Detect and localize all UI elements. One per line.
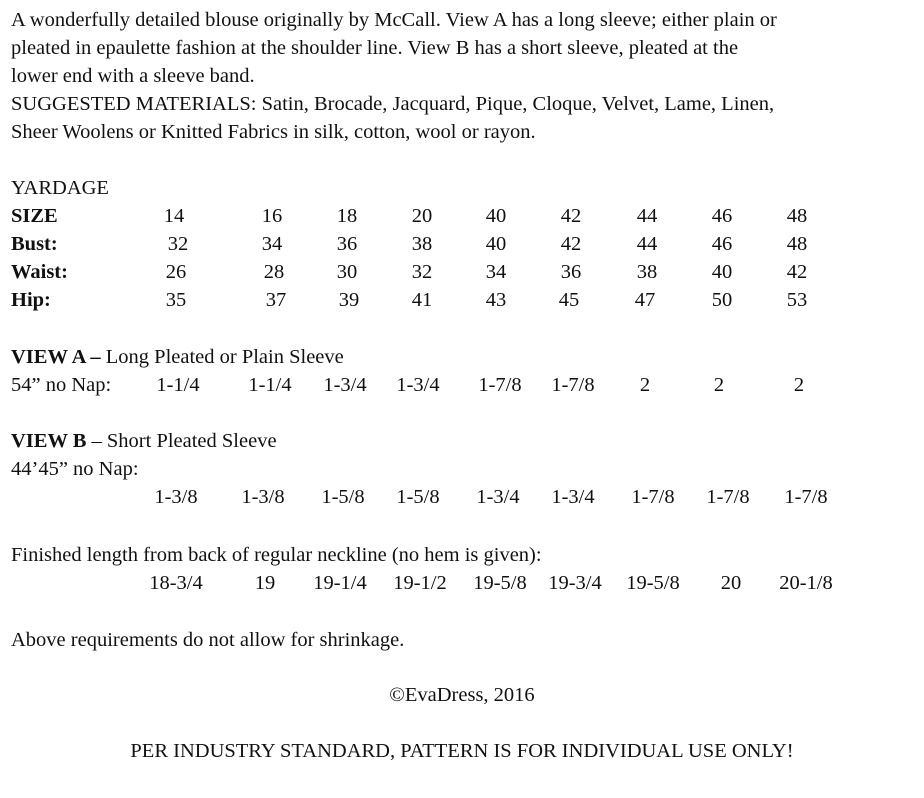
- size-value: 16: [261, 205, 283, 227]
- materials-line-1: SUGGESTED MATERIALS: Satin, Brocade, Jac…: [11, 93, 775, 115]
- view-a-heading: VIEW A – Long Pleated or Plain Sleeve: [11, 343, 344, 371]
- view-b-yardage: 1-7/8: [784, 486, 828, 508]
- view-a-yardage: 1-1/4: [248, 374, 292, 396]
- finished-length-value: 19-5/8: [626, 572, 680, 594]
- view-a-yardage: 2: [793, 374, 805, 396]
- waist-value: 36: [560, 261, 582, 283]
- finished-length-value: 19-3/4: [548, 572, 602, 594]
- view-b-fabric-label: 44’45” no Nap:: [11, 458, 139, 480]
- bust-label: Bust:: [11, 233, 58, 255]
- size-value: 42: [560, 205, 582, 227]
- view-a-yardage: 1-7/8: [551, 374, 595, 396]
- bust-value: 38: [411, 233, 433, 255]
- view-a-description: Long Pleated or Plain Sleeve: [100, 346, 344, 368]
- view-a-yardage: 1-1/4: [156, 374, 200, 396]
- size-label: SIZE: [11, 205, 58, 227]
- hip-value: 43: [485, 289, 507, 311]
- waist-label: Waist:: [11, 261, 68, 283]
- hip-value: 41: [411, 289, 433, 311]
- finished-length-value: 19: [254, 572, 276, 594]
- bust-value: 40: [485, 233, 507, 255]
- view-b-yardage: 1-3/8: [154, 486, 198, 508]
- size-value: 44: [636, 205, 658, 227]
- waist-value: 42: [786, 261, 808, 283]
- view-a-yardage: 2: [713, 374, 725, 396]
- finished-length-value: 19-5/8: [473, 572, 527, 594]
- waist-value: 38: [636, 261, 658, 283]
- bust-value: 48: [786, 233, 808, 255]
- waist-value: 34: [485, 261, 507, 283]
- view-b-description: – Short Pleated Sleeve: [86, 430, 277, 452]
- view-b-yardage: 1-7/8: [706, 486, 750, 508]
- yardage-heading: YARDAGE: [11, 177, 109, 199]
- size-value: 46: [711, 205, 733, 227]
- view-a-yardage: 1-7/8: [478, 374, 522, 396]
- copyright: ©EvaDress, 2016: [389, 684, 535, 706]
- finished-length-label: Finished length from back of regular nec…: [11, 544, 542, 566]
- intro-line-1: A wonderfully detailed blouse originally…: [11, 9, 777, 31]
- hip-value: 37: [265, 289, 287, 311]
- view-a-yardage: 2: [639, 374, 651, 396]
- hip-value: 53: [786, 289, 808, 311]
- waist-value: 28: [263, 261, 285, 283]
- size-value: 20: [411, 205, 433, 227]
- view-b-yardage: 1-3/4: [476, 486, 520, 508]
- bust-value: 46: [711, 233, 733, 255]
- view-b-yardage: 1-3/4: [551, 486, 595, 508]
- view-b-heading: VIEW B – Short Pleated Sleeve: [11, 427, 277, 455]
- view-b-yardage: 1-5/8: [321, 486, 365, 508]
- view-b-title: VIEW B: [11, 430, 87, 452]
- size-value: 18: [336, 205, 358, 227]
- finished-length-value: 20: [720, 572, 742, 594]
- view-b-yardage: 1-5/8: [396, 486, 440, 508]
- waist-value: 32: [411, 261, 433, 283]
- view-a-title: VIEW A –: [11, 346, 101, 368]
- finished-length-value: 19-1/4: [313, 572, 367, 594]
- waist-value: 40: [711, 261, 733, 283]
- waist-value: 30: [336, 261, 358, 283]
- hip-value: 39: [338, 289, 360, 311]
- materials-line-2: Sheer Woolens or Knitted Fabrics in silk…: [11, 121, 536, 143]
- hip-label: Hip:: [11, 289, 51, 311]
- finished-length-value: 19-1/2: [393, 572, 447, 594]
- view-a-fabric-label: 54” no Nap:: [11, 374, 112, 396]
- intro-line-3: lower end with a sleeve band.: [11, 65, 255, 87]
- bust-value: 32: [167, 233, 189, 255]
- view-a-yardage: 1-3/4: [323, 374, 367, 396]
- bust-value: 34: [261, 233, 283, 255]
- view-a-yardage: 1-3/4: [396, 374, 440, 396]
- view-b-yardage: 1-7/8: [631, 486, 675, 508]
- size-value: 40: [485, 205, 507, 227]
- footer-notice: PER INDUSTRY STANDARD, PATTERN IS FOR IN…: [130, 740, 794, 762]
- waist-value: 26: [165, 261, 187, 283]
- shrinkage-note: Above requirements do not allow for shri…: [11, 629, 405, 651]
- intro-line-2: pleated in epaulette fashion at the shou…: [11, 37, 739, 59]
- hip-value: 47: [634, 289, 656, 311]
- hip-value: 45: [558, 289, 580, 311]
- size-value: 14: [163, 205, 185, 227]
- hip-value: 35: [165, 289, 187, 311]
- finished-length-value: 20-1/8: [779, 572, 833, 594]
- view-b-yardage: 1-3/8: [241, 486, 285, 508]
- size-value: 48: [786, 205, 808, 227]
- finished-length-value: 18-3/4: [149, 572, 203, 594]
- bust-value: 36: [336, 233, 358, 255]
- bust-value: 44: [636, 233, 658, 255]
- bust-value: 42: [560, 233, 582, 255]
- hip-value: 50: [711, 289, 733, 311]
